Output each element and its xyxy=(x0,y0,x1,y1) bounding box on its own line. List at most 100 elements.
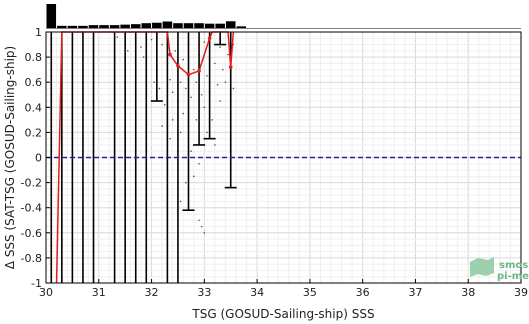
histogram-bar xyxy=(78,25,88,28)
scatter-point xyxy=(169,78,171,81)
x-tick-label: 39 xyxy=(514,286,528,299)
scatter-point xyxy=(140,46,142,48)
scatter-point xyxy=(219,100,221,102)
smos-pi-mep-logo: smos pi-mep xyxy=(470,257,529,282)
scatter-point xyxy=(216,83,219,86)
scatter-point xyxy=(190,96,192,99)
logo-map-icon xyxy=(470,257,494,277)
histogram-bar xyxy=(88,25,99,28)
scatter-point xyxy=(214,144,216,146)
median-point xyxy=(186,72,191,77)
x-tick-label: 33 xyxy=(197,286,211,299)
scatter-point xyxy=(150,38,153,41)
scatter-point xyxy=(174,50,177,52)
x-tick-label: 37 xyxy=(408,286,422,299)
scatter-point xyxy=(163,103,166,106)
y-tick-label: 0.2 xyxy=(25,126,43,139)
median-point xyxy=(207,36,212,41)
scatter-point xyxy=(169,137,171,140)
y-tick-label: -0.8 xyxy=(21,252,42,265)
y-tick-label: 1 xyxy=(35,26,42,39)
histogram-bar xyxy=(152,22,162,28)
scatter-point xyxy=(219,46,221,48)
scatter-point xyxy=(203,106,206,109)
median-point xyxy=(176,64,180,68)
scatter-point xyxy=(198,219,200,222)
y-tick-label: -0.6 xyxy=(21,227,42,240)
scatter-point xyxy=(206,131,208,134)
x-tick-label: 31 xyxy=(92,286,106,299)
scatter-point xyxy=(182,58,185,61)
scatter-point xyxy=(198,162,200,165)
scatter-point xyxy=(232,87,235,90)
scatter-point xyxy=(200,93,203,96)
scatter-point xyxy=(192,175,195,178)
x-axis-label: TSG (GOSUD-Sailing-ship) SSS xyxy=(191,307,374,321)
y-axis-label: Δ SSS (SAT-TSG (GOSUD-Sailing-ship) xyxy=(3,46,17,269)
histogram-bar xyxy=(109,25,120,28)
histogram-bar xyxy=(204,23,215,28)
histogram-bar xyxy=(183,23,194,28)
histogram-bar xyxy=(130,24,141,28)
x-tick-label: 36 xyxy=(356,286,370,299)
scatter-points xyxy=(116,36,235,234)
histogram-bar xyxy=(46,4,57,28)
scatter-point xyxy=(171,119,174,121)
scatter-point xyxy=(161,43,163,46)
y-tick-label: -0.4 xyxy=(21,202,42,215)
scatter-point xyxy=(161,125,163,127)
histogram-bar xyxy=(57,25,67,28)
scatter-point xyxy=(203,41,206,43)
histogram-bar xyxy=(67,25,78,28)
y-tick-label: 0.4 xyxy=(25,101,43,114)
x-tick-label: 35 xyxy=(303,286,317,299)
scatter-point xyxy=(185,181,187,184)
scatter-point xyxy=(195,119,198,121)
histogram-bar xyxy=(141,23,152,28)
scatter-point xyxy=(182,112,185,115)
x-tick-label: 34 xyxy=(250,286,264,299)
scatter-point xyxy=(142,56,145,58)
scatter-point xyxy=(200,225,203,228)
y-tick-label: -1 xyxy=(31,277,42,290)
median-point xyxy=(228,65,233,69)
scatter-point xyxy=(127,50,129,52)
histogram-bar xyxy=(162,21,173,28)
histogram-bar xyxy=(215,23,225,28)
scatter-point xyxy=(222,68,224,71)
x-tick-label: 32 xyxy=(145,286,159,299)
y-tick-label: 0.8 xyxy=(25,51,43,64)
scatter-point xyxy=(203,232,206,234)
scatter-point xyxy=(195,81,198,83)
y-tick-label: -0.2 xyxy=(21,177,42,190)
scatter-point xyxy=(179,200,182,203)
scatter-point xyxy=(192,68,195,71)
histogram-bar xyxy=(99,25,109,28)
scatter-point xyxy=(211,119,214,121)
scatter-point xyxy=(224,81,227,83)
scatter-point xyxy=(179,131,182,134)
scatter-point xyxy=(179,81,182,83)
scatter-point xyxy=(206,75,208,77)
x-tick-label: 30 xyxy=(39,286,53,299)
x-tick-label: 38 xyxy=(461,286,475,299)
scatter-point xyxy=(153,81,155,83)
scatter-point xyxy=(158,87,161,90)
error-bars xyxy=(50,32,237,283)
histogram-bar xyxy=(236,26,247,28)
histogram-bar xyxy=(173,23,183,28)
scatter-point xyxy=(214,62,216,65)
scatter-point xyxy=(185,87,187,90)
histogram-bar xyxy=(194,23,204,28)
histogram xyxy=(46,4,521,29)
scatter-point xyxy=(171,91,174,94)
histogram-bar xyxy=(120,24,130,28)
histogram-bar xyxy=(225,21,236,28)
logo-line1: smos xyxy=(499,260,528,271)
logo-line2: pi-mep xyxy=(497,271,529,282)
axis-ticks: 30 31 32 33 34 35 36 37 38 39 -1 -0.8 -0.6 -0.4 -0.2 0 0… xyxy=(21,26,528,299)
y-tick-label: 0.6 xyxy=(25,76,43,89)
median-point xyxy=(197,69,201,73)
scatter-point xyxy=(190,150,192,153)
